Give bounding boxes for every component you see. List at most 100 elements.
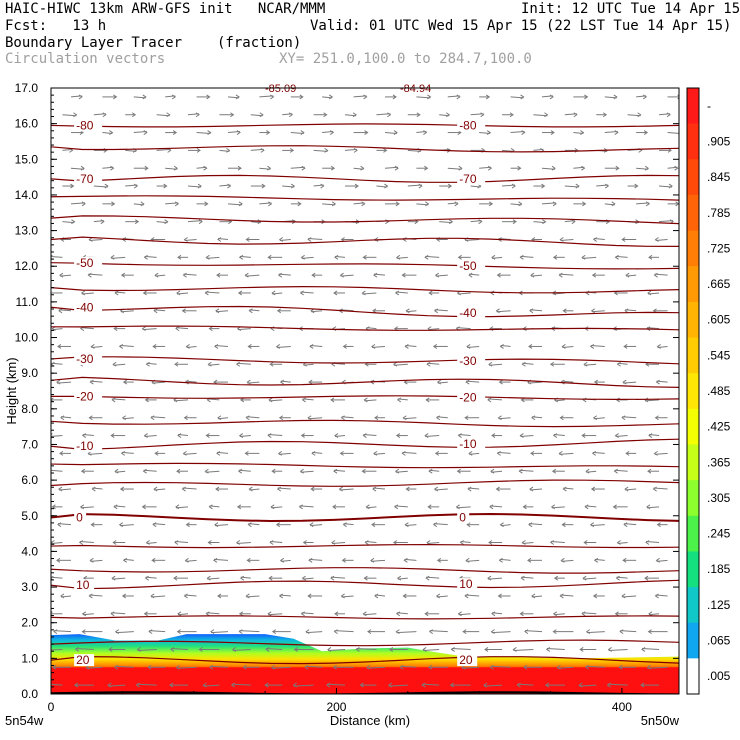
vector-arrow (573, 165, 586, 171)
vector-arrow (152, 344, 166, 349)
contour-label: 10 (459, 577, 473, 591)
vector-arrow (170, 647, 189, 652)
vector-arrow (384, 165, 399, 171)
vector-arrow (290, 201, 302, 207)
temperature-contour (51, 215, 679, 225)
vector-arrow (552, 254, 565, 260)
vector-arrow (425, 575, 440, 581)
vector-arrow (496, 450, 511, 456)
vector-arrow (91, 486, 103, 492)
vector-arrow (541, 130, 555, 135)
vector-arrow (636, 201, 651, 207)
vector-arrow (279, 557, 291, 563)
contour-label-bg (457, 307, 486, 320)
vector-arrow (322, 94, 334, 100)
vector-arrow (544, 682, 565, 688)
vector-arrow (307, 415, 323, 421)
vector-arrow (113, 504, 126, 510)
vector-arrow (237, 468, 251, 474)
vector-arrow (208, 504, 220, 510)
y-axis: 0.0 1.0 2.0 3.0 4.0 5.0 6.0 7.0 8.0 9.0 10.0 11.0 12… (15, 81, 679, 701)
colorbar-label: .605 (707, 313, 731, 327)
vector-arrow (57, 344, 71, 349)
vector-arrow (79, 504, 94, 510)
contour-label-bg (74, 511, 87, 524)
vector-arrow (541, 94, 554, 100)
vector-arrow (304, 664, 323, 670)
vector-arrow (627, 183, 639, 189)
vector-arrow (278, 415, 291, 421)
vector-arrow (269, 540, 283, 545)
y-tick-label: 13.0 (15, 224, 39, 238)
vector-arrow (407, 112, 421, 118)
vector-arrow (183, 237, 197, 242)
vector-arrow (268, 575, 283, 581)
vector-arrow (549, 361, 565, 367)
contour-label: -20 (76, 389, 94, 403)
vector-arrow (426, 540, 440, 545)
vector-arrow (276, 308, 291, 314)
vector-arrow (583, 361, 597, 367)
vector-arrow (276, 486, 291, 492)
vector-arrow (371, 522, 385, 528)
vector-arrow (290, 94, 304, 100)
vector-arrow (305, 629, 323, 635)
vector-arrow (447, 94, 461, 100)
vector-arrow (51, 648, 63, 651)
vector-arrow (616, 540, 628, 545)
y-tick-label: 14.0 (15, 188, 39, 202)
vector-arrow (516, 682, 534, 688)
vector-arrow (309, 522, 323, 528)
vector-arrow (459, 540, 471, 545)
temperature-contour (51, 438, 679, 451)
colorbar-label: .125 (707, 598, 731, 612)
vector-arrow (658, 183, 673, 189)
vector-arrow (656, 522, 668, 528)
y-tick-label: 15.0 (15, 152, 39, 166)
vector-arrow (51, 504, 63, 510)
vector-arrow (428, 468, 440, 474)
vector-arrow (206, 575, 220, 581)
vector-arrow (432, 344, 448, 349)
vector-arrow (59, 272, 72, 278)
vector-arrow (541, 201, 557, 207)
vector-arrow (636, 130, 649, 135)
vector-arrow (487, 575, 503, 581)
vector-arrow (549, 540, 565, 545)
vector-arrow (133, 201, 145, 207)
vector-arrow (182, 450, 197, 456)
vector-arrow (339, 272, 354, 278)
vector-arrow (237, 290, 251, 296)
vector-arrow (558, 272, 574, 278)
vector-arrow (133, 165, 149, 171)
vector-arrow (573, 201, 587, 207)
vector-arrow (584, 664, 605, 670)
vector-arrow (521, 361, 534, 367)
vector-arrow (181, 308, 197, 314)
y-axis-label: Height (km) (4, 357, 19, 424)
temperature-contour (51, 174, 679, 183)
vector-arrow (270, 504, 283, 510)
vector-arrow (604, 201, 616, 207)
vector-arrow (120, 272, 134, 278)
vector-arrow (556, 664, 574, 670)
vector-arrow (145, 361, 157, 367)
vector-arrow (327, 647, 346, 652)
vector-arrow (81, 433, 94, 438)
vector-arrow (449, 682, 471, 688)
colorbar-label: .425 (707, 420, 731, 434)
vector-arrow (520, 575, 534, 581)
vector-arrow (510, 165, 522, 171)
vector-arrow (606, 682, 628, 688)
vector-arrow (205, 611, 220, 617)
vector-arrow (384, 130, 398, 135)
vector-arrow (250, 183, 266, 189)
vector-arrow (362, 611, 377, 617)
vector-arrow (487, 397, 503, 403)
vector-arrow (90, 344, 103, 349)
vector-arrow (479, 94, 491, 100)
contour-label-bg (74, 390, 103, 403)
vector-arrow (435, 415, 448, 421)
vector-arrow (299, 290, 314, 296)
vector-arrow (667, 201, 679, 207)
